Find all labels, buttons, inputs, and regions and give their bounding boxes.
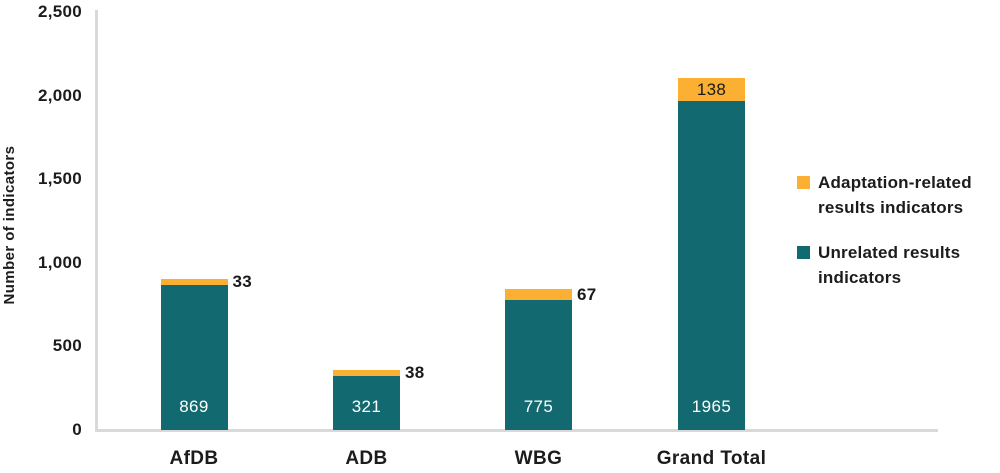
bar-adb-adaptation-segment xyxy=(333,369,400,377)
bar-grand-total-unrelated-segment xyxy=(678,101,745,430)
bar-wbg-unrelated-segment xyxy=(505,300,572,430)
bar-grand-total-adaptation-value: 138 xyxy=(696,80,727,100)
legend-swatch-unrelated xyxy=(797,246,810,259)
y-axis-title: Number of indicators xyxy=(1,145,18,305)
bar-grand-total-unrelated-value: 1965 xyxy=(691,397,732,416)
y-axis-line xyxy=(95,10,98,430)
bar-afdb-unrelated-value: 869 xyxy=(179,397,209,416)
bar-wbg-adaptation-segment xyxy=(505,289,572,301)
bar-adb-unrelated-value: 321 xyxy=(351,397,382,416)
bar-grand-total-adaptation-segment xyxy=(678,78,745,102)
bar-afdb-adaptation-segment xyxy=(160,279,228,285)
legend-label-adaptation-related: Adaptation-related results indicators xyxy=(818,173,972,217)
x-label-wbg: WBG xyxy=(514,448,563,469)
bar-adb-adaptation-value: 38 xyxy=(405,363,425,383)
legend-label-unrelated: Unrelated results indicators xyxy=(818,243,961,287)
bar-wbg-unrelated-value: 775 xyxy=(523,397,554,416)
legend-item-adaptation-related: Adaptation-related results indicators xyxy=(797,170,997,220)
bar-wbg-adaptation-value: 67 xyxy=(577,284,597,304)
y-tick-0: 0 xyxy=(72,420,82,439)
y-tick-2500: 2,500 xyxy=(37,2,82,21)
bar-adb-unrelated-segment xyxy=(333,376,400,430)
x-label-adb: ADB xyxy=(345,448,388,469)
y-tick-500: 500 xyxy=(52,336,82,356)
bar-afdb-adaptation-value: 33 xyxy=(232,271,253,291)
y-tick-1500: 1,500 xyxy=(37,169,82,189)
x-label-afdb: AfDB xyxy=(169,448,219,469)
legend-item-unrelated: Unrelated results indicators xyxy=(797,240,997,290)
y-tick-1000: 1,000 xyxy=(37,252,82,272)
bar-afdb-unrelated-segment xyxy=(160,284,228,430)
legend-swatch-adaptation-related xyxy=(797,176,810,189)
x-label-grand-total: Grand Total xyxy=(656,448,767,469)
x-axis-line xyxy=(95,429,938,432)
y-tick-2000: 2,000 xyxy=(37,85,82,105)
legend: Adaptation-related results indicators Un… xyxy=(797,170,997,310)
